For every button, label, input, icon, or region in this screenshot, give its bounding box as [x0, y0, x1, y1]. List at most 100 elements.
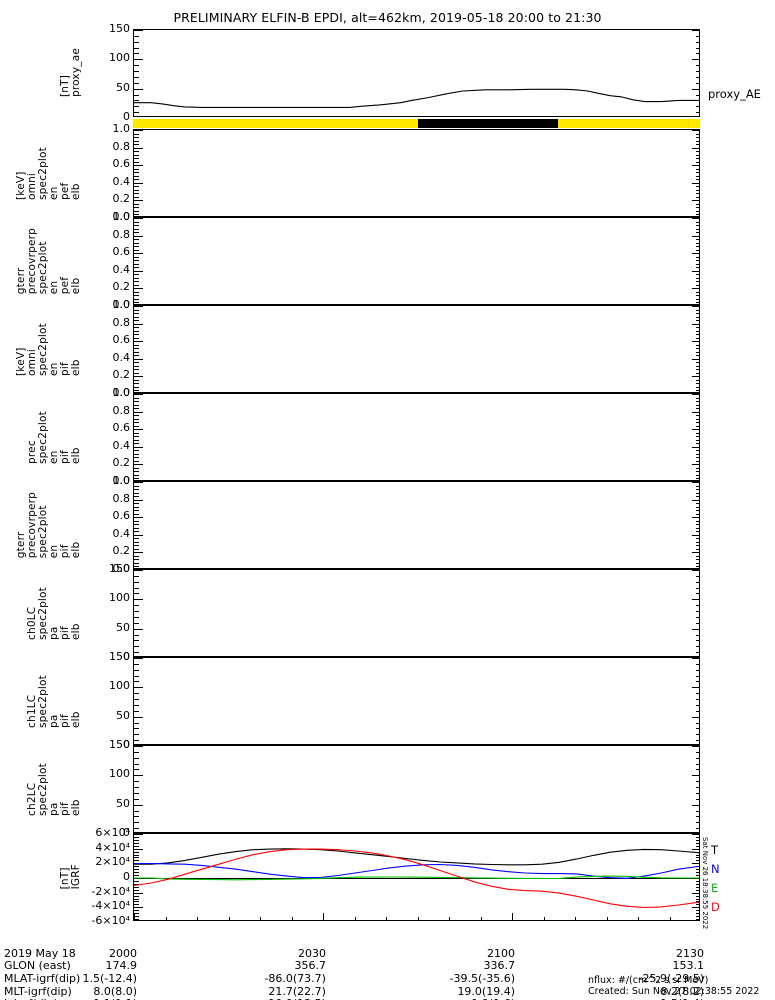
ytick-labels-elb-pef-en-spec2plot-omni: 0.0 0.2 0.4 0.6 0.8 1.0 [84, 123, 131, 222]
ylabel-word: elb [70, 277, 82, 295]
ytick-label: 0.6 [112, 421, 131, 435]
ylabel-word: pif [59, 544, 71, 559]
annotation-date: 2019 May 18 [4, 946, 76, 960]
ytick-label: 0 [123, 870, 130, 883]
ylabel-igrf: IGRF [nT] [8, 833, 82, 921]
ytick-label: 0.2 [112, 544, 131, 558]
ylabel-word: omni [26, 348, 38, 376]
trace-layer [134, 88, 699, 108]
ytick-label: 50 [116, 796, 130, 810]
ytick-labels-elb-pif-pa-spec2plot-ch0lc: 0 50 100 150 [84, 563, 130, 662]
ytick-label: 0 [123, 826, 130, 839]
ytick-label: 0 [123, 110, 130, 123]
ytick-label: 100 [109, 679, 130, 693]
ylabel-word: [nT] [59, 867, 71, 890]
panel-plot-area-elb-pef-en-spec2plot-omni [134, 130, 699, 216]
ylabel-elb-pif-en-spec2plot-precovrperp-gterr: elb pif en spec2plot precovrperp gterr [8, 481, 82, 569]
panel-elb-pif-pa-spec2plot-ch2lc [133, 745, 700, 833]
ylabel-word: pa [48, 625, 60, 640]
ylabel-word: spec2plot [37, 762, 49, 816]
ytick-labels-igrf: -6×10⁴ -4×10⁴ -2×10⁴ 0 2×10⁴ 4×10⁴ 6×10⁴ [84, 827, 130, 926]
footnote: nflux: #/(cm^2 s sr MeV) Created: Sun Nov… [588, 975, 759, 997]
axis-ticks [134, 130, 699, 215]
ytick-label: 6×10⁴ [95, 826, 130, 839]
panel-plot-area-elb-pef-en-spec2plot-precovrperp-gterr [134, 218, 699, 304]
ytick-label: 150 [109, 738, 130, 751]
ytick-labels-elb-pif-en-spec2plot-precovrperp-gterr: 0.0 0.2 0.4 0.6 0.8 1.0 [84, 475, 131, 574]
annotation-row: L-igrf(dip) 1.1(1.1) 10.9(13.5) 1.9(1.6) 1.5… [4, 998, 774, 1000]
ylabel-proxy-ae: proxy_ae [nT] [8, 29, 82, 117]
annotation-value: 10.9(13.5) [252, 998, 326, 1000]
panel-elb-pef-en-spec2plot-omni [133, 129, 700, 217]
ylabel-word: elb [70, 358, 82, 376]
ytick-label: 150 [109, 22, 130, 35]
ytick-label: 0.2 [112, 368, 131, 382]
ytick-label: 0.6 [112, 333, 131, 347]
panel-plot-area-elb-pif-pa-spec2plot-ch0lc [134, 570, 699, 656]
ylabel-word: gterr [15, 531, 27, 559]
ytick-label: 0.8 [112, 491, 131, 505]
ytick-label: 0.0 [112, 474, 131, 487]
axis-ticks [134, 30, 699, 113]
annotation-value: 1.1(1.1) [63, 998, 137, 1000]
trace-layer [134, 848, 699, 909]
ytick-label: 100 [109, 51, 130, 65]
ylabel-word: en [48, 185, 60, 200]
panel-elb-pif-pa-spec2plot-ch1lc [133, 657, 700, 745]
ytick-label: 0.0 [112, 210, 131, 223]
axis-ticks [134, 658, 699, 741]
legend-item-N: N [711, 862, 720, 876]
ylabel-word: proxy_ae [70, 48, 82, 98]
panel-plot-area-proxy-ae [134, 30, 699, 116]
ytick-label: 0.8 [112, 139, 131, 153]
ytick-label: -6×10⁴ [91, 914, 130, 927]
ylabel-word: ch2LC [26, 782, 38, 816]
ylabel-word: elb [70, 182, 82, 200]
ylabel-elb-pef-en-spec2plot-omni: elb pef en spec2plot omni [keV] [8, 129, 82, 217]
ylabel-elb-pif-en-spec2plot-omni: elb pif en spec2plot omni [keV] [8, 305, 82, 393]
panel-plot-area-elb-pif-pa-spec2plot-ch1lc [134, 658, 699, 744]
panel-plot-area-igrf [134, 834, 699, 920]
annotation-value: 21.7(22.7) [268, 984, 326, 998]
trace-N [134, 862, 699, 879]
ytick-label: 1.0 [112, 474, 131, 487]
ytick-label: 0.8 [112, 403, 131, 417]
panel-elb-pif-pa-spec2plot-ch0lc [133, 569, 700, 657]
annotation-value: 19.0(19.4) [457, 984, 516, 998]
ylabel-word: pef [59, 182, 71, 200]
ylabel-word: spec2plot [37, 241, 49, 295]
ytick-label: 0.2 [112, 192, 131, 206]
footnote-units: nflux: #/(cm^2 s sr MeV) [588, 975, 709, 986]
ytick-label: 0.0 [112, 386, 131, 399]
annotation-label: MLT-igrf(dip) [4, 984, 72, 998]
ytick-label: 0.2 [112, 280, 131, 294]
axis-ticks [134, 746, 699, 829]
ylabel-word: precovrperp [26, 227, 38, 295]
annotation-value: 2100 [487, 946, 516, 960]
ytick-label: 0.4 [112, 438, 131, 452]
ytick-label: 100 [109, 591, 130, 605]
panel-elb-pif-en-spec2plot-omni [133, 305, 700, 393]
ylabel-word: elb [70, 622, 82, 640]
ytick-labels-elb-pif-pa-spec2plot-ch1lc: 0 50 100 150 [84, 651, 130, 750]
ylabel-word: [keV] [15, 346, 27, 376]
ytick-label: -4×10⁴ [91, 899, 130, 913]
ytick-label: 150 [109, 650, 130, 663]
ylabel-word: spec2plot [37, 322, 49, 376]
ytick-label: 0.0 [112, 298, 131, 311]
ylabel-word: ch0LC [26, 606, 38, 640]
ytick-labels-proxy-ae: 0 50 100 150 [84, 23, 130, 122]
ytick-label: 0.4 [112, 350, 131, 364]
annotation-value: 1.9(1.6) [441, 998, 515, 1000]
ytick-label: 0.4 [112, 262, 131, 276]
ytick-label: 0.8 [112, 227, 131, 241]
ytick-label: -2×10⁴ [91, 884, 130, 898]
ytick-label: 2×10⁴ [95, 855, 130, 869]
ylabel-word: elb [70, 798, 82, 816]
ylabel-word: [nT] [59, 75, 71, 98]
annotation-value: 2030 [297, 946, 326, 960]
ylabel-word: pa [48, 713, 60, 728]
annotation-value: 8.2(8.2) [660, 984, 704, 998]
ylabel-word: en [48, 449, 60, 464]
ytick-label: 100 [109, 767, 130, 781]
